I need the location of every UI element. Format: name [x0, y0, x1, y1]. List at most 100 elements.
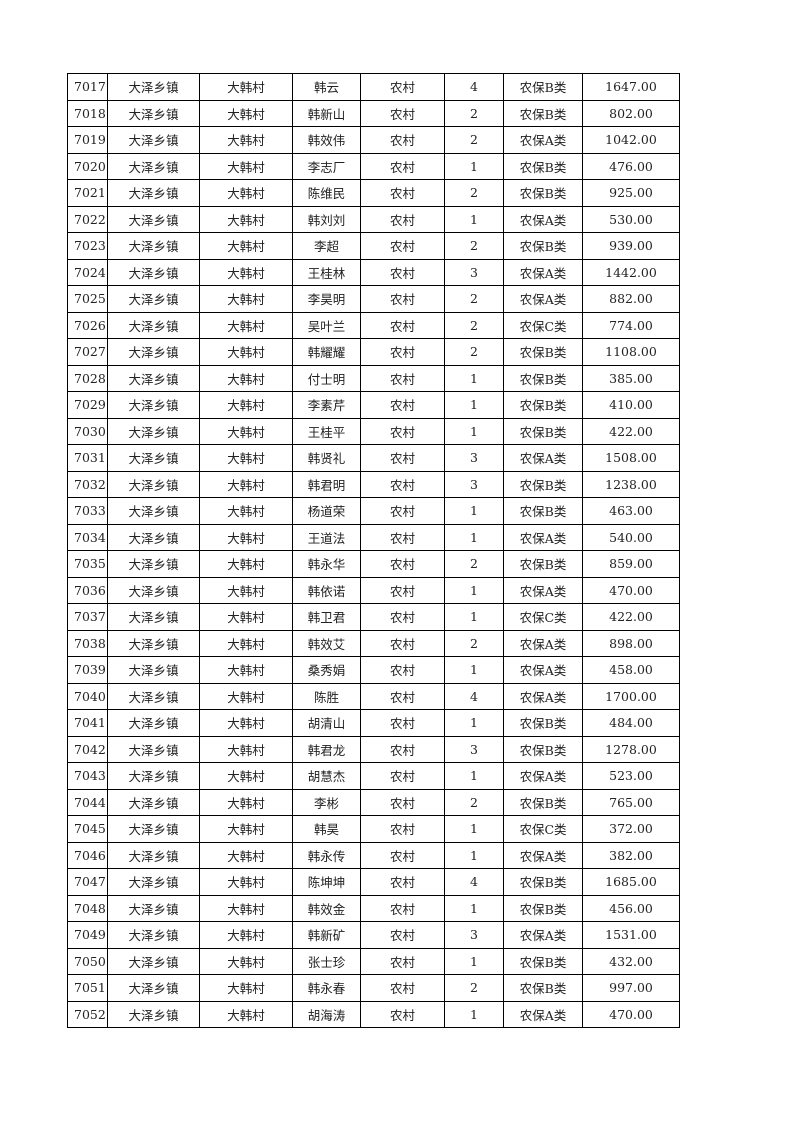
- table-row: 7025 大泽乡镇 大韩村 李昊明 农村 2 农保A类 882.00: [67, 285, 680, 313]
- insurance-category-cell: 农保B类: [503, 497, 583, 525]
- amount-cell: 432.00: [582, 947, 680, 975]
- household-count-cell: 2: [444, 126, 504, 154]
- town-cell: 大泽乡镇: [107, 99, 200, 127]
- amount-cell: 1531.00: [582, 921, 680, 949]
- area-type-cell: 农村: [360, 894, 445, 922]
- town-cell: 大泽乡镇: [107, 152, 200, 180]
- household-count-cell: 1: [444, 894, 504, 922]
- amount-cell: 939.00: [582, 232, 680, 260]
- table-row: 7043 大泽乡镇 大韩村 胡慧杰 农村 1 农保A类 523.00: [67, 762, 680, 790]
- row-id-cell: 7045: [67, 815, 108, 843]
- row-id-cell: 7051: [67, 974, 108, 1002]
- table-row: 7040 大泽乡镇 大韩村 陈胜 农村 4 农保A类 1700.00: [67, 682, 680, 710]
- person-name-cell: 陈胜: [292, 682, 361, 710]
- village-cell: 大韩村: [199, 921, 293, 949]
- insurance-category-cell: 农保A类: [503, 258, 583, 286]
- amount-cell: 372.00: [582, 815, 680, 843]
- town-cell: 大泽乡镇: [107, 921, 200, 949]
- table-row: 7032 大泽乡镇 大韩村 韩君明 农村 3 农保B类 1238.00: [67, 470, 680, 498]
- person-name-cell: 韩贤礼: [292, 444, 361, 472]
- area-type-cell: 农村: [360, 391, 445, 419]
- table-row: 7030 大泽乡镇 大韩村 王桂平 农村 1 农保B类 422.00: [67, 417, 680, 445]
- household-count-cell: 3: [444, 921, 504, 949]
- household-count-cell: 1: [444, 709, 504, 737]
- amount-cell: 540.00: [582, 523, 680, 551]
- insurance-category-cell: 农保A类: [503, 523, 583, 551]
- insurance-category-cell: 农保C类: [503, 815, 583, 843]
- household-count-cell: 4: [444, 73, 504, 101]
- area-type-cell: 农村: [360, 788, 445, 816]
- village-cell: 大韩村: [199, 364, 293, 392]
- area-type-cell: 农村: [360, 126, 445, 154]
- household-count-cell: 2: [444, 179, 504, 207]
- town-cell: 大泽乡镇: [107, 205, 200, 233]
- row-id-cell: 7019: [67, 126, 108, 154]
- village-cell: 大韩村: [199, 576, 293, 604]
- insurance-category-cell: 农保A类: [503, 841, 583, 869]
- table-row: 7026 大泽乡镇 大韩村 吴叶兰 农村 2 农保C类 774.00: [67, 311, 680, 339]
- village-cell: 大韩村: [199, 523, 293, 551]
- table-row: 7039 大泽乡镇 大韩村 桑秀娟 农村 1 农保A类 458.00: [67, 656, 680, 684]
- area-type-cell: 农村: [360, 285, 445, 313]
- row-id-cell: 7018: [67, 99, 108, 127]
- village-cell: 大韩村: [199, 709, 293, 737]
- table-row: 7045 大泽乡镇 大韩村 韩昊 农村 1 农保C类 372.00: [67, 815, 680, 843]
- insurance-category-cell: 农保A类: [503, 126, 583, 154]
- table-row: 7035 大泽乡镇 大韩村 韩永华 农村 2 农保B类 859.00: [67, 550, 680, 578]
- amount-cell: 422.00: [582, 603, 680, 631]
- person-name-cell: 韩效艾: [292, 629, 361, 657]
- table-row: 7028 大泽乡镇 大韩村 付士明 农村 1 农保B类 385.00: [67, 364, 680, 392]
- amount-cell: 802.00: [582, 99, 680, 127]
- village-cell: 大韩村: [199, 179, 293, 207]
- household-count-cell: 4: [444, 682, 504, 710]
- row-id-cell: 7027: [67, 338, 108, 366]
- person-name-cell: 韩君明: [292, 470, 361, 498]
- person-name-cell: 韩效伟: [292, 126, 361, 154]
- amount-cell: 859.00: [582, 550, 680, 578]
- town-cell: 大泽乡镇: [107, 735, 200, 763]
- person-name-cell: 陈维民: [292, 179, 361, 207]
- row-id-cell: 7039: [67, 656, 108, 684]
- insurance-category-cell: 农保A类: [503, 629, 583, 657]
- insurance-category-cell: 农保A类: [503, 205, 583, 233]
- table-row: 7024 大泽乡镇 大韩村 王桂林 农村 3 农保A类 1442.00: [67, 258, 680, 286]
- town-cell: 大泽乡镇: [107, 841, 200, 869]
- person-name-cell: 李昊明: [292, 285, 361, 313]
- town-cell: 大泽乡镇: [107, 444, 200, 472]
- amount-cell: 463.00: [582, 497, 680, 525]
- amount-cell: 385.00: [582, 364, 680, 392]
- village-cell: 大韩村: [199, 126, 293, 154]
- amount-cell: 774.00: [582, 311, 680, 339]
- amount-cell: 1108.00: [582, 338, 680, 366]
- insurance-category-cell: 农保B类: [503, 868, 583, 896]
- amount-cell: 1508.00: [582, 444, 680, 472]
- row-id-cell: 7017: [67, 73, 108, 101]
- row-id-cell: 7029: [67, 391, 108, 419]
- table-row: 7048 大泽乡镇 大韩村 韩效金 农村 1 农保B类 456.00: [67, 894, 680, 922]
- village-cell: 大韩村: [199, 99, 293, 127]
- person-name-cell: 陈坤坤: [292, 868, 361, 896]
- household-count-cell: 1: [444, 205, 504, 233]
- area-type-cell: 农村: [360, 762, 445, 790]
- household-count-cell: 1: [444, 497, 504, 525]
- household-count-cell: 2: [444, 550, 504, 578]
- household-count-cell: 3: [444, 444, 504, 472]
- insurance-category-cell: 农保B类: [503, 338, 583, 366]
- row-id-cell: 7031: [67, 444, 108, 472]
- row-id-cell: 7040: [67, 682, 108, 710]
- table-row: 7036 大泽乡镇 大韩村 韩依诺 农村 1 农保A类 470.00: [67, 576, 680, 604]
- row-id-cell: 7052: [67, 1000, 108, 1028]
- area-type-cell: 农村: [360, 179, 445, 207]
- insurance-category-cell: 农保C类: [503, 603, 583, 631]
- town-cell: 大泽乡镇: [107, 126, 200, 154]
- row-id-cell: 7025: [67, 285, 108, 313]
- insurance-category-cell: 农保B类: [503, 894, 583, 922]
- village-cell: 大韩村: [199, 152, 293, 180]
- table-row: 7041 大泽乡镇 大韩村 胡清山 农村 1 农保B类 484.00: [67, 709, 680, 737]
- table-row: 7047 大泽乡镇 大韩村 陈坤坤 农村 4 农保B类 1685.00: [67, 868, 680, 896]
- household-count-cell: 2: [444, 338, 504, 366]
- household-count-cell: 2: [444, 629, 504, 657]
- village-cell: 大韩村: [199, 311, 293, 339]
- area-type-cell: 农村: [360, 311, 445, 339]
- area-type-cell: 农村: [360, 682, 445, 710]
